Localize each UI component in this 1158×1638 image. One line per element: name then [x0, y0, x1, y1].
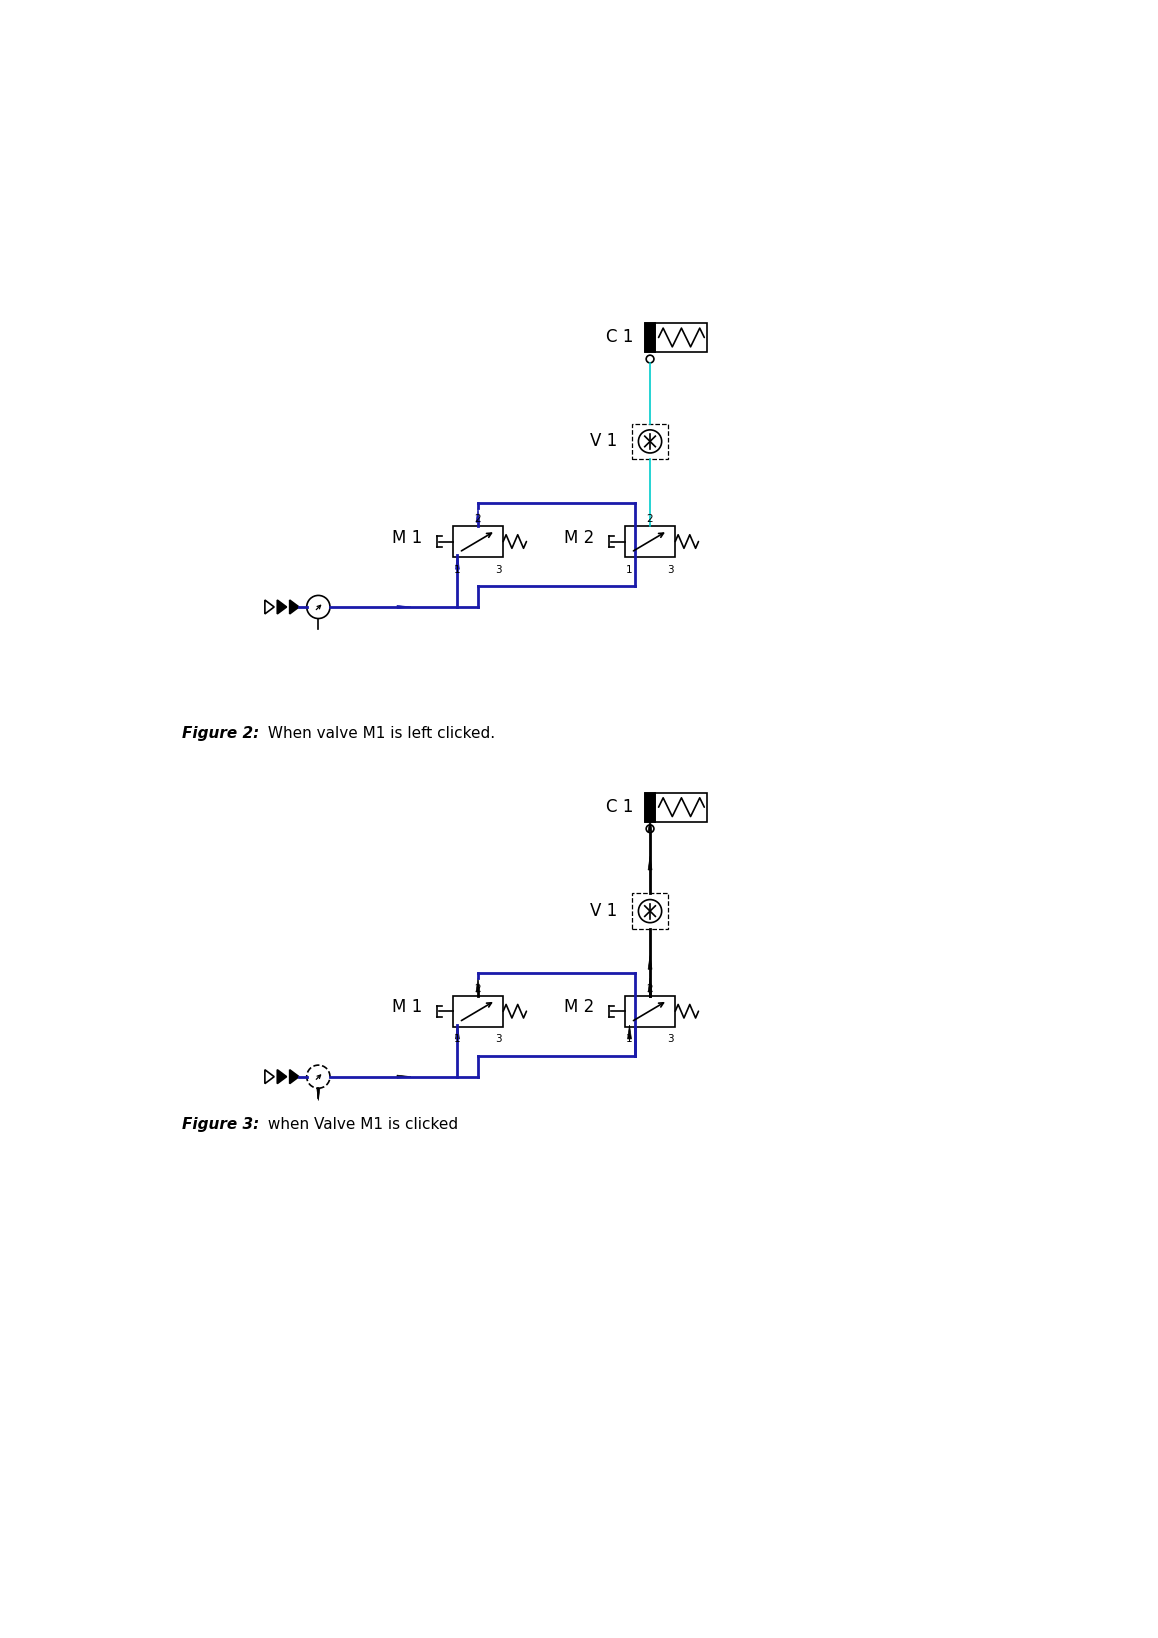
Text: C 1: C 1 — [606, 329, 633, 347]
Text: when Valve M1 is clicked: when Valve M1 is clicked — [263, 1117, 457, 1132]
Polygon shape — [648, 817, 652, 832]
Text: 3: 3 — [496, 565, 501, 575]
Polygon shape — [628, 1025, 631, 1038]
Polygon shape — [397, 606, 411, 608]
Text: M 2: M 2 — [564, 999, 594, 1016]
Polygon shape — [455, 1025, 460, 1038]
Bar — [625, 526, 675, 557]
Text: 3: 3 — [496, 1034, 501, 1045]
Polygon shape — [476, 978, 479, 993]
Polygon shape — [476, 508, 479, 523]
Text: M 1: M 1 — [391, 999, 423, 1016]
Bar — [625, 996, 675, 1027]
Bar — [645, 793, 706, 822]
Polygon shape — [648, 955, 652, 970]
Polygon shape — [277, 1070, 286, 1084]
Polygon shape — [290, 600, 299, 614]
Text: 2: 2 — [646, 514, 653, 524]
Text: C 1: C 1 — [606, 798, 633, 816]
Text: 1: 1 — [626, 565, 632, 575]
Text: M 1: M 1 — [391, 529, 423, 547]
Bar — [632, 424, 668, 459]
Polygon shape — [290, 1070, 299, 1084]
Bar — [632, 893, 668, 929]
Text: 2: 2 — [475, 514, 482, 524]
Text: 1: 1 — [454, 1034, 461, 1045]
Bar — [645, 793, 655, 822]
Text: 1: 1 — [454, 565, 461, 575]
Text: 3: 3 — [667, 565, 674, 575]
Bar — [645, 323, 655, 352]
Text: 3: 3 — [667, 1034, 674, 1045]
Bar — [645, 323, 706, 352]
Text: 2: 2 — [475, 983, 482, 994]
Text: V 1: V 1 — [591, 903, 617, 921]
Text: M 2: M 2 — [564, 529, 594, 547]
Polygon shape — [648, 978, 652, 993]
Polygon shape — [277, 600, 286, 614]
Text: V 1: V 1 — [591, 432, 617, 450]
Polygon shape — [455, 555, 460, 570]
Polygon shape — [648, 857, 652, 870]
Text: Figure 2:: Figure 2: — [182, 726, 259, 742]
Text: When valve M1 is left clicked.: When valve M1 is left clicked. — [263, 726, 494, 742]
Bar — [453, 526, 504, 557]
Text: Figure 3:: Figure 3: — [182, 1117, 259, 1132]
Polygon shape — [317, 1088, 320, 1101]
Text: 1: 1 — [626, 1034, 632, 1045]
Polygon shape — [397, 1075, 411, 1078]
Text: 2: 2 — [646, 983, 653, 994]
Bar — [453, 996, 504, 1027]
